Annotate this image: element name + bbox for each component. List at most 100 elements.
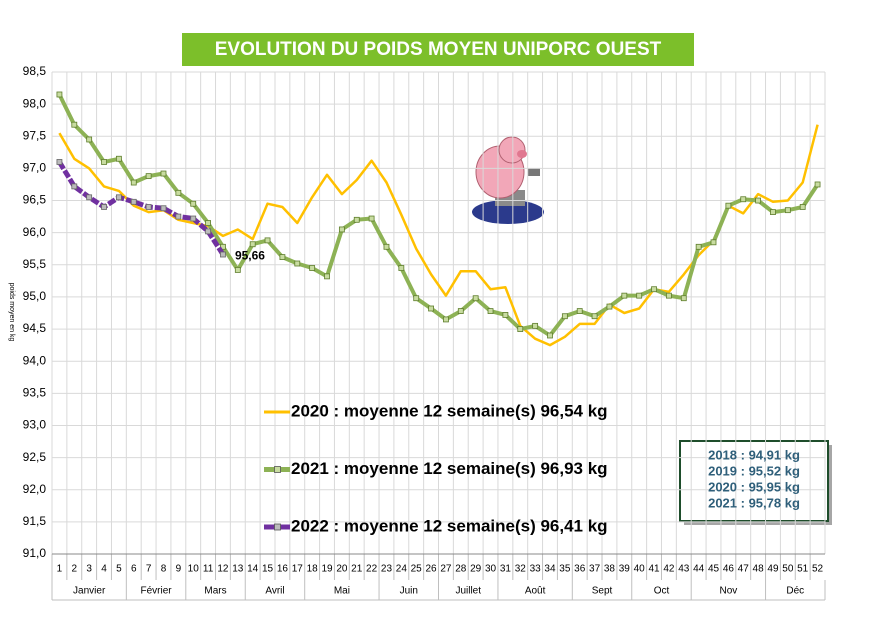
x-tick-label: 49 (767, 564, 779, 575)
month-label: Juin (400, 586, 418, 597)
series-marker (175, 213, 182, 220)
y-tick-label: 92,0 (23, 482, 47, 496)
series-marker (443, 316, 449, 323)
series-marker (814, 181, 821, 188)
series-marker (324, 273, 330, 280)
x-tick-label: 45 (708, 564, 720, 575)
y-tick-label: 95,0 (23, 289, 47, 303)
x-tick-label: 15 (262, 564, 274, 575)
data-label: 95,66 (235, 249, 265, 263)
x-tick-label: 46 (723, 564, 735, 575)
series-marker (130, 179, 137, 186)
month-label: Mai (334, 586, 350, 597)
series-marker (621, 292, 628, 299)
series-marker (532, 322, 539, 329)
x-tick-label: 1 (57, 564, 63, 575)
x-tick-label: 39 (619, 564, 631, 575)
x-tick-label: 52 (812, 564, 824, 575)
annotation: 2020 : 95,95 kg (708, 479, 800, 494)
series-marker (71, 183, 78, 190)
series-marker (190, 215, 197, 222)
y-tick-label: 96,5 (23, 193, 47, 207)
annotation: 2021 : 95,78 kg (708, 495, 800, 510)
series-marker (710, 239, 717, 246)
x-tick-label: 50 (782, 564, 794, 575)
x-tick-label: 9 (176, 564, 182, 575)
series-marker (249, 241, 256, 248)
series-marker (279, 254, 286, 260)
x-tick-label: 25 (411, 564, 423, 575)
series-marker (428, 305, 434, 312)
series-marker (561, 313, 568, 320)
x-tick-label: 7 (146, 564, 152, 575)
series-marker (145, 173, 152, 180)
annotation: 2019 : 95,52 kg (708, 463, 800, 478)
series-marker (740, 196, 747, 203)
x-tick-label: 8 (161, 564, 167, 575)
series-marker (86, 136, 93, 143)
series-marker (130, 198, 137, 205)
series-marker (115, 155, 122, 162)
series-marker (101, 159, 107, 165)
x-tick-label: 47 (738, 564, 750, 575)
series-marker (338, 226, 345, 233)
month-label: Oct (654, 586, 670, 597)
series-marker (770, 209, 776, 216)
month-label: Sept (592, 586, 613, 597)
series-marker (606, 303, 613, 310)
y-tick-label: 93,0 (23, 418, 47, 432)
series-marker (591, 313, 598, 320)
x-tick-label: 16 (277, 564, 289, 575)
annotation: 2018 : 94,91 kg (708, 447, 800, 462)
x-tick-label: 40 (634, 564, 646, 575)
series-marker (309, 265, 316, 271)
x-tick-label: 13 (232, 564, 244, 575)
series-marker (56, 159, 63, 165)
series-marker (680, 295, 687, 302)
series-marker (101, 204, 107, 210)
y-tick-label: 94,5 (23, 321, 47, 335)
y-tick-label: 98,5 (23, 64, 47, 78)
y-tick-label: 96,0 (23, 225, 47, 239)
x-tick-label: 31 (500, 564, 512, 575)
x-tick-label: 41 (648, 564, 660, 575)
series-marker (487, 308, 494, 314)
series-marker (175, 189, 182, 196)
legend-label: 2022 : moyenne 12 semaine(s) 96,41 kg (291, 516, 608, 535)
legend-label: 2020 : moyenne 12 semaine(s) 96,54 kg (291, 401, 608, 420)
series-line (57, 93, 820, 338)
x-tick-label: 26 (426, 564, 438, 575)
x-tick-label: 35 (559, 564, 571, 575)
month-label: Janvier (73, 586, 106, 597)
series-marker (413, 295, 420, 302)
x-tick-label: 14 (247, 564, 259, 575)
x-tick-label: 44 (693, 564, 705, 575)
month-label: Août (525, 586, 546, 597)
legend-marker (274, 466, 281, 473)
series-marker (368, 215, 375, 222)
x-tick-label: 34 (544, 564, 556, 575)
pig-icon (472, 136, 544, 224)
month-label: Avril (265, 586, 284, 597)
month-label: Nov (719, 586, 737, 597)
y-tick-label: 98,0 (23, 96, 47, 110)
x-tick-label: 24 (396, 564, 408, 575)
series-marker (398, 265, 405, 271)
x-tick-label: 2 (72, 564, 78, 575)
series-marker (472, 295, 479, 302)
x-tick-label: 29 (470, 564, 482, 575)
series-marker (636, 292, 643, 299)
y-tick-label: 91,5 (23, 514, 47, 528)
x-tick-label: 3 (86, 564, 92, 575)
series-marker (294, 260, 301, 267)
series-marker (160, 170, 167, 177)
y-tick-label: 93,5 (23, 386, 47, 400)
x-tick-label: 19 (321, 564, 333, 575)
series-marker (71, 121, 78, 128)
x-tick-label: 23 (381, 564, 393, 575)
x-tick-label: 5 (116, 564, 122, 575)
y-tick-label: 97,5 (23, 128, 47, 142)
x-tick-label: 6 (131, 564, 137, 575)
x-tick-label: 4 (101, 564, 107, 575)
